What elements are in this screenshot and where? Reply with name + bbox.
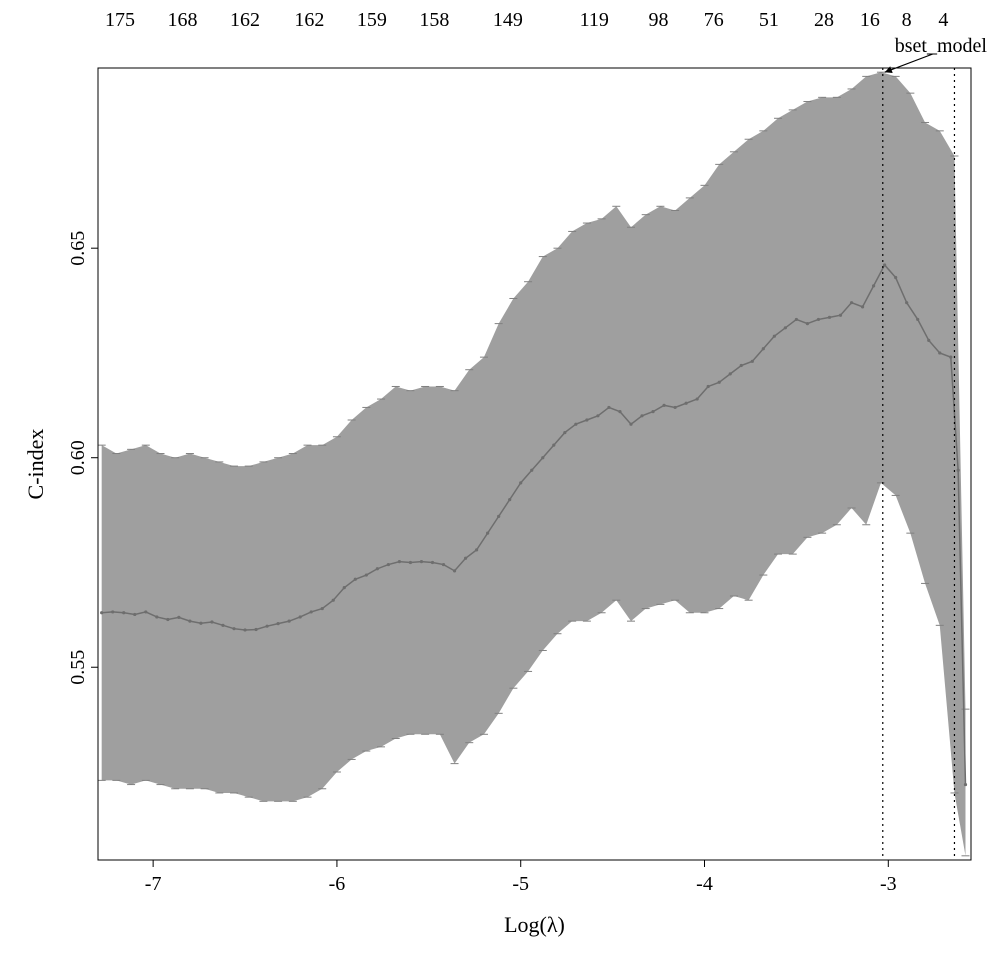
top-tick-label: 8 <box>902 9 912 31</box>
top-tick-label: 168 <box>168 9 198 31</box>
top-tick-label: 16 <box>860 9 880 31</box>
y-tick-label: 0.55 <box>67 650 89 685</box>
cv-cindex-chart: -7 -6 -5 -4 -3 Log(λ) 0.55 0.60 0.65 C-index 175 16… <box>0 0 1000 960</box>
top-tick-label: 158 <box>419 9 449 31</box>
top-tick-label: 51 <box>759 9 779 31</box>
top-tick-label: 162 <box>230 9 260 31</box>
top-tick-label: 162 <box>294 9 324 31</box>
x-axis-label: Log(λ) <box>504 912 565 937</box>
top-tick-label: 98 <box>649 9 669 31</box>
chart-svg: -7 -6 -5 -4 -3 Log(λ) 0.55 0.60 0.65 C-index 175 16… <box>0 0 1000 960</box>
annotation-label: bset_model <box>895 35 988 57</box>
x-tick-label: -5 <box>512 873 529 895</box>
top-tick-label: 76 <box>704 9 724 31</box>
top-tick-label: 149 <box>493 9 523 31</box>
x-tick-label: -3 <box>880 873 897 895</box>
top-tick-label: 175 <box>105 9 135 31</box>
x-tick-label: -7 <box>145 873 162 895</box>
y-tick-label: 0.60 <box>67 440 89 475</box>
y-tick-label: 0.65 <box>67 231 89 266</box>
x-tick-label: -6 <box>329 873 346 895</box>
y-axis-label: C-index <box>23 429 48 500</box>
top-tick-label: 159 <box>357 9 387 31</box>
top-tick-label: 28 <box>814 9 834 31</box>
x-tick-label: -4 <box>696 873 713 895</box>
top-tick-label: 119 <box>580 9 609 31</box>
top-tick-label: 4 <box>938 9 948 31</box>
